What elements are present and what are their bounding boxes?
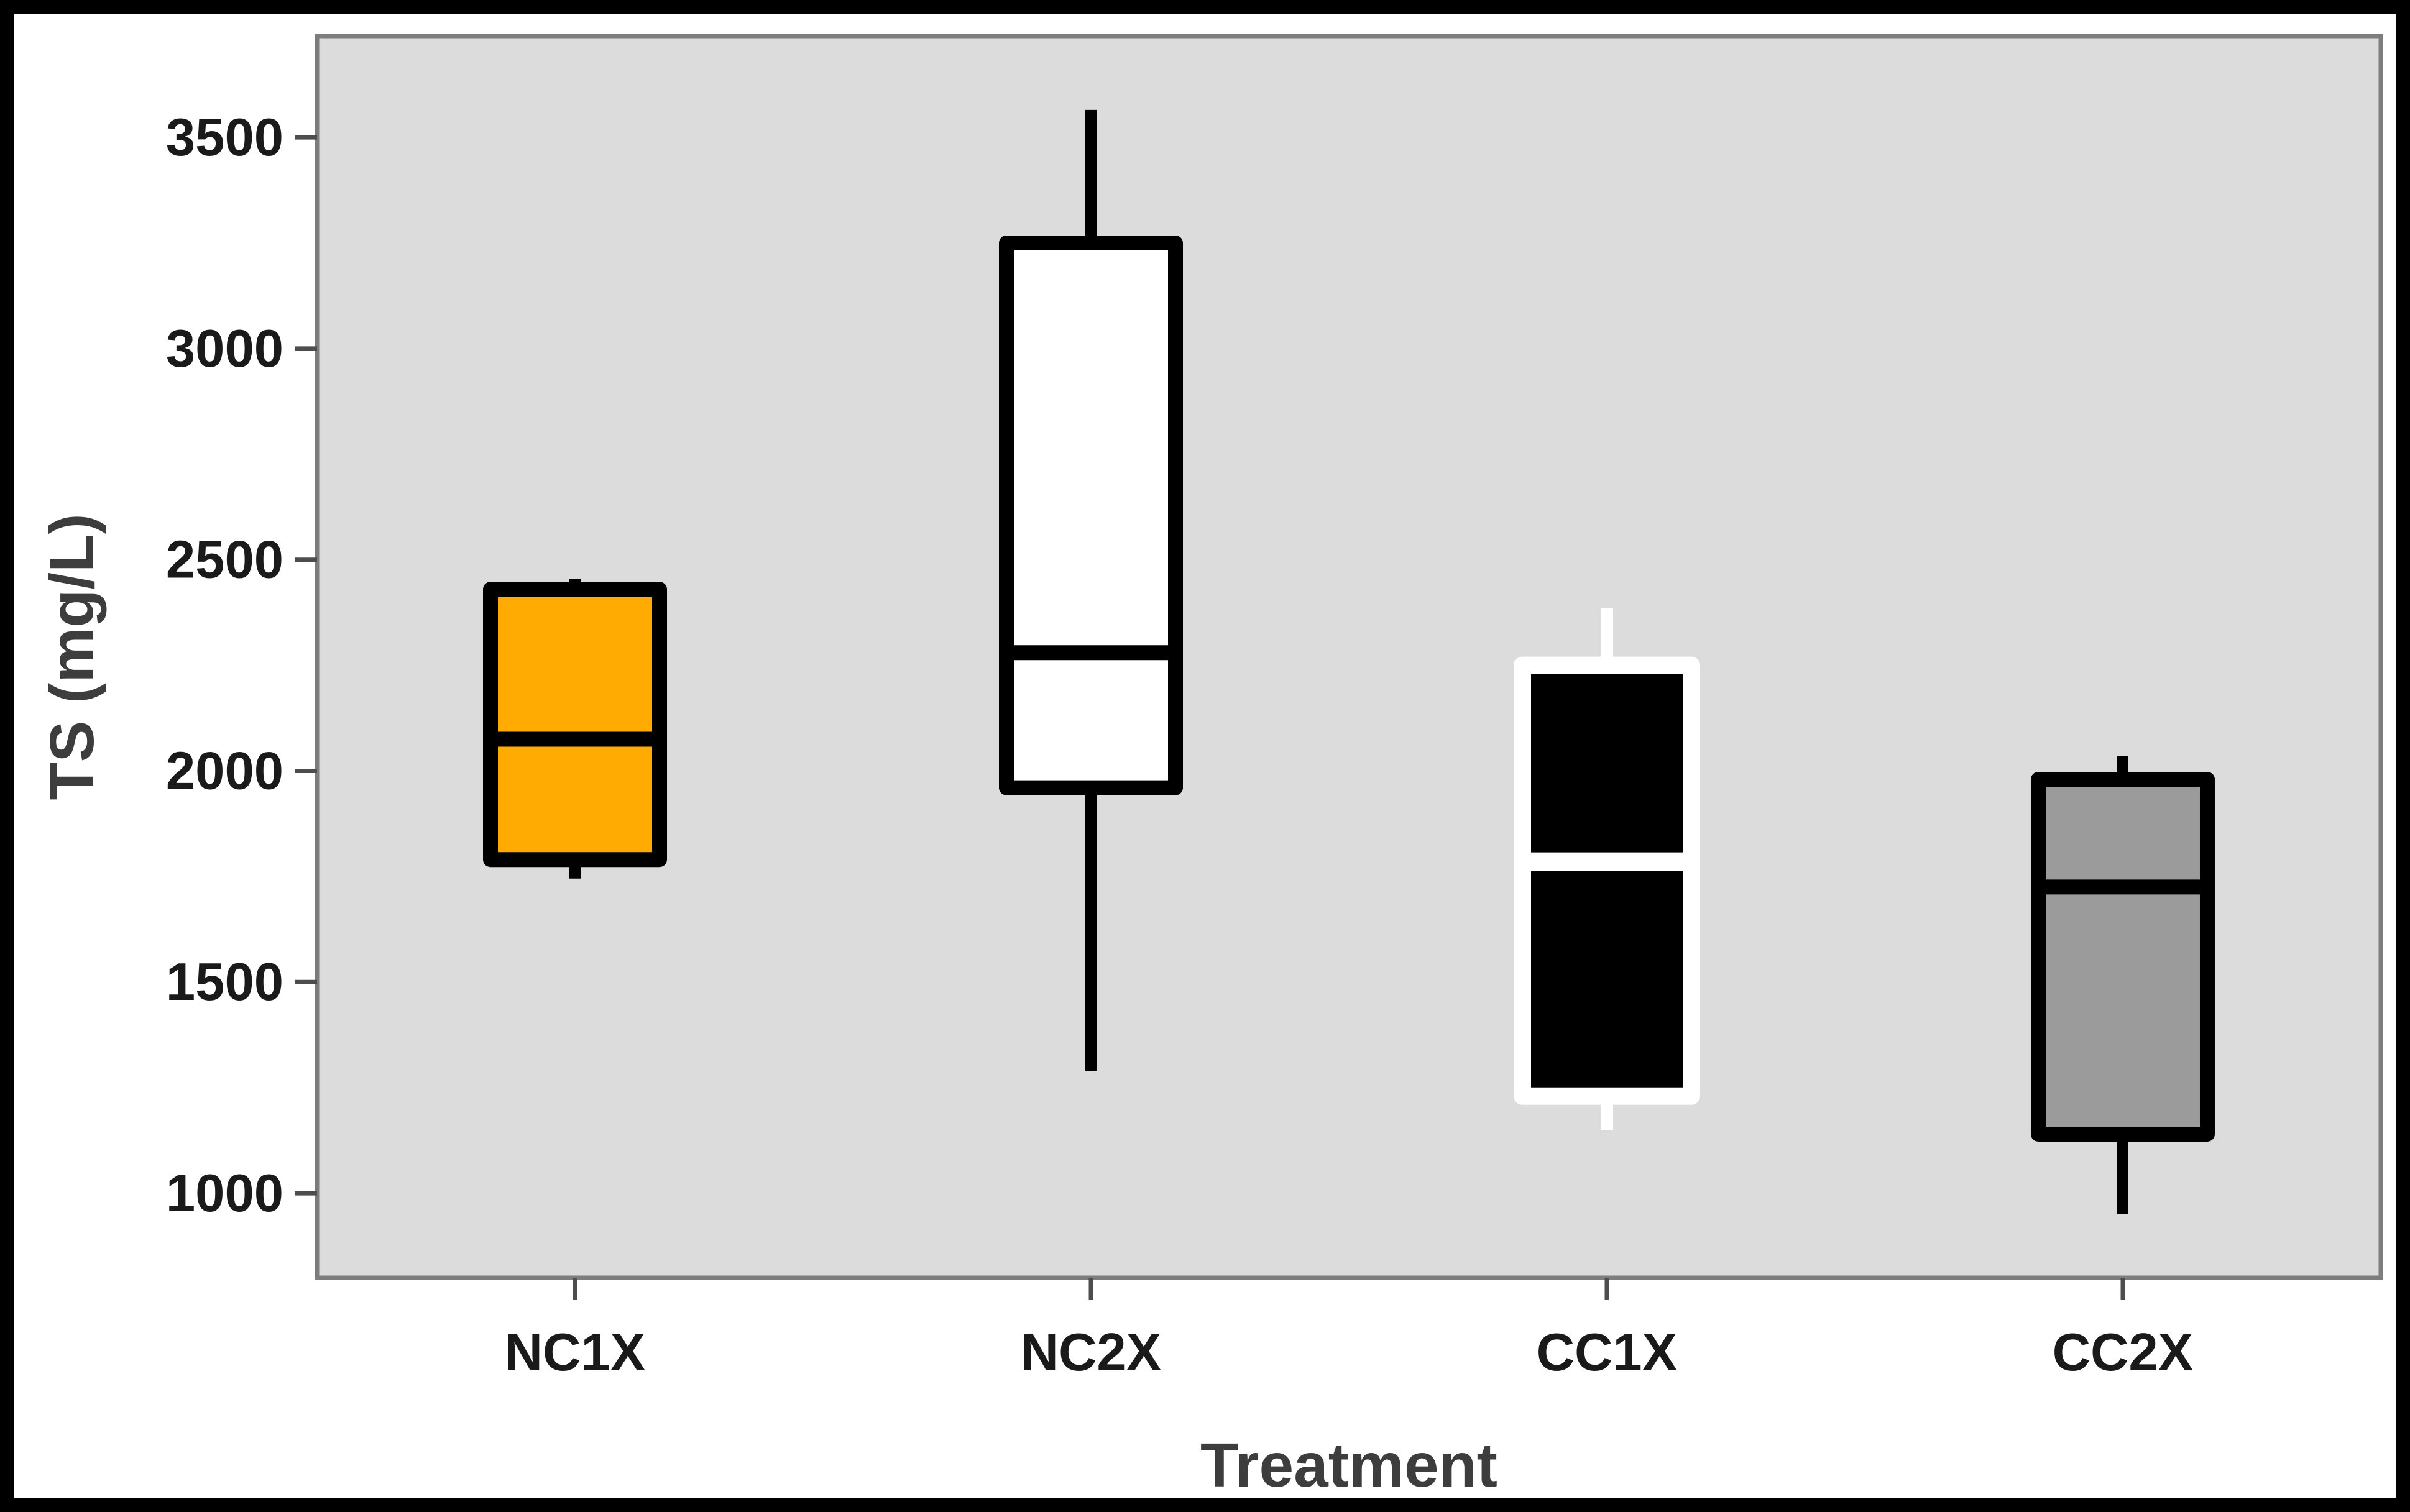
y-axis-title: TS (mg/L)	[37, 513, 107, 800]
y-tick-label-3500: 3500	[166, 108, 283, 167]
y-tick-label-1000: 1000	[166, 1164, 283, 1223]
y-tick-label-1500: 1500	[166, 953, 283, 1012]
x-tick-label-nc1x: NC1X	[505, 1323, 646, 1382]
iqr-box-nc1x	[483, 582, 667, 868]
y-tick-label-2500: 2500	[166, 531, 283, 590]
y-tick-label-2000: 2000	[166, 741, 283, 800]
box-group-nc2x	[999, 109, 1183, 1071]
x-tick-label-nc2x: NC2X	[1021, 1323, 1162, 1382]
iqr-box-nc2x	[999, 236, 1183, 795]
iqr-box-cc2x	[2031, 772, 2215, 1142]
box-group-nc1x	[483, 579, 667, 879]
x-axis-title: Treatment	[1200, 1431, 1497, 1500]
x-tick-label-cc2x: CC2X	[2053, 1323, 2194, 1382]
y-tick-label-3000: 3000	[166, 319, 283, 378]
box-group-cc1x	[1514, 608, 1700, 1130]
x-tick-label-cc1x: CC1X	[1537, 1323, 1678, 1382]
box-group-cc2x	[2031, 756, 2215, 1215]
iqr-box-cc1x	[1514, 656, 1700, 1105]
